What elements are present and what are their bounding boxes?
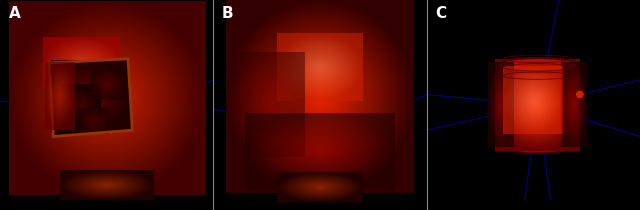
- Text: C: C: [435, 6, 446, 21]
- Ellipse shape: [497, 136, 578, 153]
- Ellipse shape: [575, 90, 584, 99]
- Text: B: B: [222, 6, 234, 21]
- Text: A: A: [8, 6, 20, 21]
- Ellipse shape: [497, 58, 578, 73]
- Polygon shape: [49, 59, 132, 136]
